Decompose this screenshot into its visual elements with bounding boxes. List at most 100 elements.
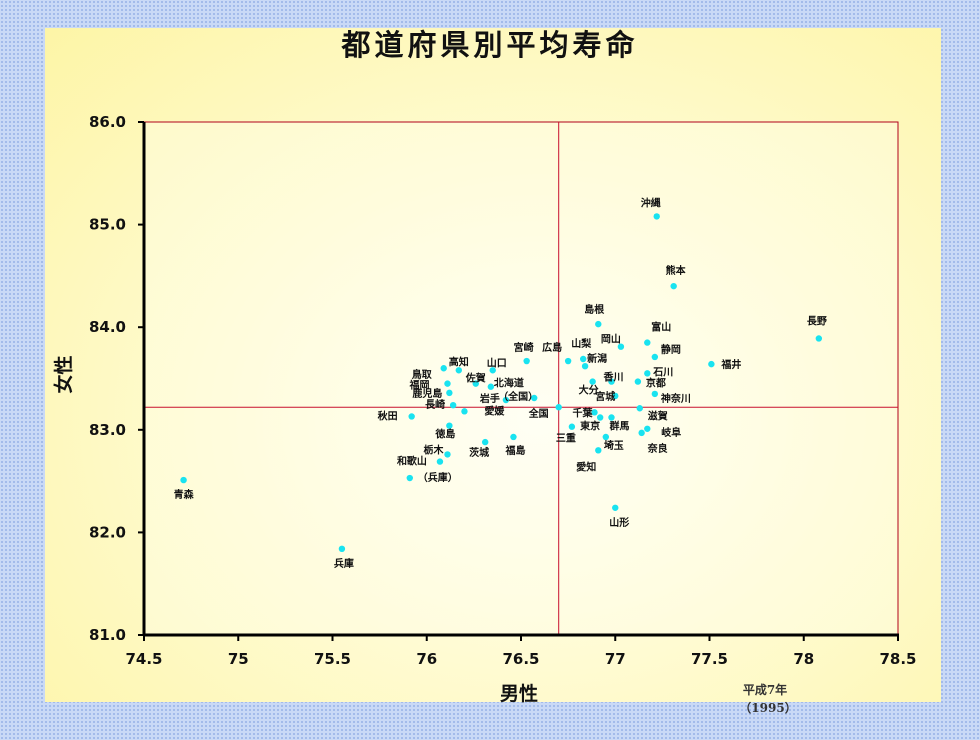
data-point — [644, 339, 651, 346]
data-point — [708, 360, 715, 368]
point-label: 愛知 — [576, 460, 596, 473]
point-label: 沖縄 — [641, 196, 661, 209]
point-label: 青森 — [174, 488, 195, 501]
year-note: 平成7年 — [743, 682, 787, 697]
data-point — [595, 447, 602, 454]
y-tick-label: 86.0 — [89, 113, 126, 131]
plot-area — [143, 121, 899, 636]
x-axis-label: 男性 — [500, 682, 538, 705]
point-label: 徳島 — [434, 428, 455, 441]
data-point — [523, 357, 530, 365]
point-label: 香川 — [603, 371, 623, 384]
x-tick-label: 78 — [793, 650, 814, 668]
point-label: 岡山 — [601, 333, 621, 346]
point-label: 群馬 — [609, 419, 629, 432]
data-point — [440, 365, 447, 372]
point-label: 島根 — [584, 303, 604, 316]
year-note-western: （1995） — [739, 700, 796, 715]
point-label: 栃木 — [423, 443, 444, 456]
y-tick-label: 84.0 — [89, 318, 126, 336]
point-label: 東京 — [580, 419, 600, 432]
point-label: （全国） — [498, 390, 538, 403]
data-point — [815, 335, 823, 342]
point-label: 宮城 — [595, 390, 615, 403]
point-label: 大分 — [579, 384, 599, 397]
point-label: 佐賀 — [465, 372, 486, 385]
data-point — [644, 425, 651, 432]
data-point — [444, 380, 451, 387]
x-tick-label: 76.5 — [502, 650, 539, 668]
data-point — [510, 433, 517, 441]
point-label: 高知 — [449, 355, 469, 368]
x-tick-label: 77.5 — [691, 650, 728, 668]
data-point — [449, 401, 457, 409]
data-point — [653, 213, 660, 220]
point-label: 岐阜 — [661, 426, 681, 439]
data-point — [608, 378, 615, 385]
data-point — [180, 476, 187, 484]
data-point — [612, 504, 619, 511]
point-label: 茨城 — [469, 446, 489, 459]
point-label: 福島 — [504, 444, 525, 457]
data-point — [638, 429, 645, 437]
data-point — [591, 409, 598, 416]
y-tick-label: 85.0 — [89, 216, 126, 234]
data-point — [617, 343, 625, 350]
x-tick-label: 76 — [416, 650, 437, 668]
data-point — [670, 282, 677, 290]
point-label: 三重 — [556, 432, 576, 445]
data-point — [596, 414, 604, 421]
point-label: 長崎 — [425, 398, 445, 411]
point-label: 山口 — [487, 356, 507, 369]
data-point — [651, 390, 659, 398]
point-label: 愛媛 — [484, 404, 505, 417]
point-label: 山形 — [609, 516, 629, 529]
point-label: 北海道 — [494, 377, 524, 390]
data-point — [461, 408, 468, 415]
point-label: 全国 — [528, 407, 549, 420]
data-point — [634, 378, 642, 385]
data-point — [472, 380, 479, 387]
data-point — [502, 396, 510, 404]
data-point — [580, 355, 587, 363]
chart-title: 都道府県別平均寿命 — [341, 28, 639, 62]
point-label: 石川 — [652, 366, 673, 378]
data-point — [595, 320, 602, 328]
y-tick-label: 83.0 — [89, 421, 126, 439]
x-tick-label: 77 — [605, 650, 626, 668]
data-point — [651, 353, 659, 361]
data-point — [444, 451, 451, 458]
point-label: 奈良 — [647, 442, 668, 455]
point-label: 鹿児島 — [412, 387, 442, 400]
data-point — [636, 405, 643, 412]
point-label: 福岡 — [408, 379, 429, 392]
data-point — [408, 413, 415, 420]
point-label: 岩手 — [479, 392, 500, 405]
x-tick-label: 74.5 — [125, 650, 162, 668]
point-label: 熊本 — [666, 264, 687, 277]
data-point — [564, 357, 572, 365]
point-label: 埼玉 — [604, 439, 624, 452]
data-point — [338, 545, 346, 553]
point-label: （兵庫） — [418, 471, 458, 484]
point-label: 広島 — [542, 341, 562, 354]
point-label: 鳥取 — [412, 368, 433, 381]
point-label: 山梨 — [571, 337, 592, 350]
data-point — [581, 362, 589, 370]
y-tick-label: 82.0 — [89, 523, 126, 541]
point-label: 千葉 — [573, 406, 594, 419]
data-point — [446, 422, 453, 429]
x-tick-label: 75 — [228, 650, 249, 668]
y-tick-label: 81.0 — [89, 626, 126, 644]
data-point — [481, 438, 489, 446]
data-point — [568, 423, 576, 430]
data-point — [530, 394, 538, 402]
point-label: 福井 — [720, 358, 741, 371]
data-point — [489, 367, 496, 374]
data-point — [608, 414, 615, 421]
point-label: 兵庫 — [334, 557, 354, 570]
point-label: 滋賀 — [648, 409, 668, 422]
point-label: 秋田 — [378, 409, 398, 422]
data-point — [406, 474, 413, 482]
